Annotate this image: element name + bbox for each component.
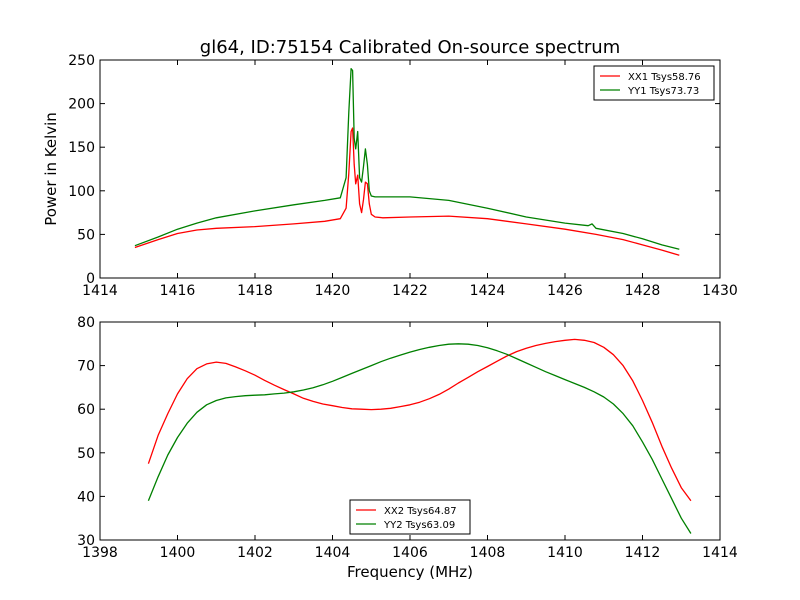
top-chart-x-tick-label: 1424: [470, 283, 506, 299]
top-chart-x-tick-label: 1420: [315, 283, 351, 299]
top-chart-x-tick-label: 1430: [702, 283, 738, 299]
bottom-chart-y-tick-label: 50: [77, 446, 95, 462]
top-chart-y-tick-label: 100: [68, 184, 95, 200]
top-chart-y-tick-label: 50: [77, 227, 95, 243]
bottom-chart-legend-label: YY2 Tsys63.09: [383, 520, 455, 531]
bottom-chart-x-tick-label: 1412: [625, 545, 661, 561]
top-chart-y-tick-label: 150: [68, 140, 95, 156]
bottom-chart-x-tick-label: 1414: [702, 545, 738, 561]
top-chart-x-tick-label: 1422: [392, 283, 428, 299]
top-chart-series-line-1: [134, 127, 680, 256]
figure-title: gl64, ID:75154 Calibrated On-source spec…: [200, 37, 620, 58]
bottom-chart-x-tick-label: 1408: [470, 545, 506, 561]
bottom-chart-y-tick-label: 80: [77, 315, 95, 331]
top-chart-series-line-2: [134, 68, 680, 250]
bottom-chart-x-tick-label: 1410: [547, 545, 583, 561]
bottom-x-axis-label: Frequency (MHz): [347, 563, 473, 581]
bottom-chart-x-tick-label: 1398: [82, 545, 118, 561]
top-chart-y-tick-label: 200: [68, 97, 95, 113]
bottom-chart-y-tick-label: 30: [77, 533, 95, 549]
top-chart-y-tick-label: 0: [86, 271, 95, 287]
top-chart-legend-box: [593, 65, 715, 101]
bottom-chart-y-tick-label: 60: [77, 402, 95, 418]
bottom-chart-x-tick-label: 1404: [315, 545, 351, 561]
bottom-chart-legend-box: [349, 499, 471, 535]
bottom-chart-legend-label: XX2 Tsys64.87: [384, 506, 457, 517]
bottom-chart-x-tick-label: 1400: [160, 545, 196, 561]
bottom-chart-series-line-2: [147, 343, 692, 534]
bottom-chart-series-layer: [147, 338, 692, 534]
top-chart-x-tick-label: 1416: [160, 283, 196, 299]
top-chart-legend-label: YY1 Tsys73.73: [627, 86, 699, 97]
top-chart-y-tick-label: 250: [68, 53, 95, 69]
top-chart: 1414 1416 1418 1420 1422 1424 1426 1428 1430 0 50 1…: [68, 53, 738, 299]
top-chart-x-tick-label: 1418: [237, 283, 273, 299]
top-chart-x-tick-label: 1414: [82, 283, 118, 299]
top-chart-ticks: 1414 1416 1418 1420 1422 1424 1426 1428 1430 0 50 1…: [68, 53, 738, 299]
bottom-chart-ticks: 1398 1400 1402 1404 1406 1408 1410 1412 1414 30 40…: [77, 315, 738, 561]
bottom-chart: 1398 1400 1402 1404 1406 1408 1410 1412 1414 30 40…: [77, 315, 738, 561]
top-chart-legend: XX1 Tsys58.76 YY1 Tsys73.73: [593, 65, 715, 101]
top-chart-legend-label: XX1 Tsys58.76: [628, 72, 701, 83]
bottom-chart-y-tick-label: 70: [77, 359, 95, 375]
top-y-axis-label: Power in Kelvin: [42, 112, 60, 226]
bottom-chart-x-tick-label: 1406: [392, 545, 428, 561]
top-chart-x-tick-label: 1428: [625, 283, 661, 299]
bottom-chart-legend: XX2 Tsys64.87 YY2 Tsys63.09: [349, 499, 471, 535]
bottom-chart-y-tick-label: 40: [77, 489, 95, 505]
top-chart-series-layer: [134, 68, 680, 256]
bottom-chart-x-tick-label: 1402: [237, 545, 273, 561]
bottom-chart-series-line-1: [147, 338, 692, 502]
top-chart-x-tick-label: 1426: [547, 283, 583, 299]
